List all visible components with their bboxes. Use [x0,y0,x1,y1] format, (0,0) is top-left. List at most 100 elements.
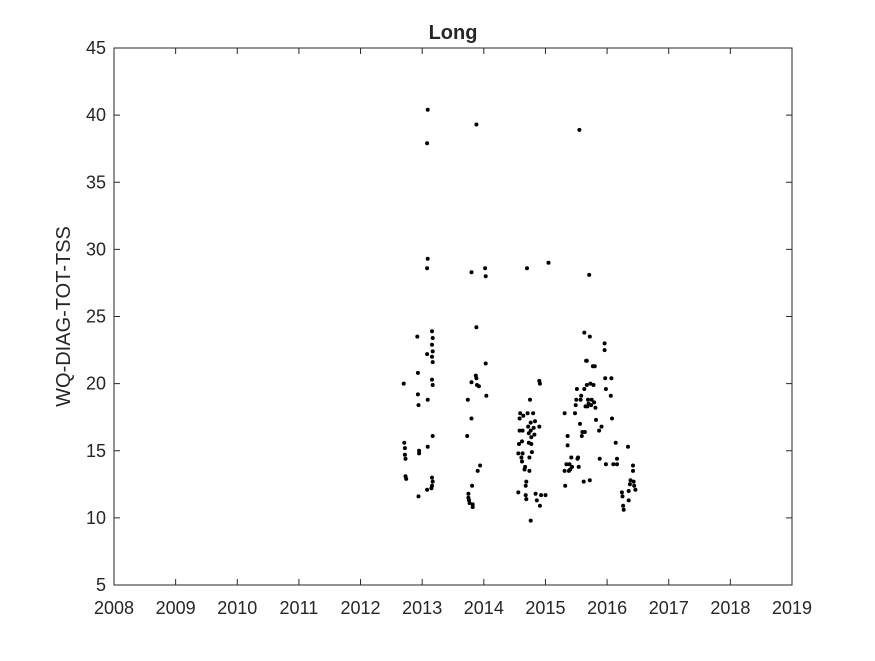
data-point [626,489,631,493]
data-point [516,451,521,456]
data-point [430,336,435,340]
data-point [524,497,529,502]
data-point [533,491,538,496]
y-tick-label: 20 [86,374,106,394]
data-point [586,397,590,402]
data-point [621,507,626,512]
data-point [567,462,572,467]
data-point [632,483,637,488]
y-tick-label: 40 [86,105,106,125]
data-point [582,387,587,391]
data-point [528,397,532,402]
data-point [430,475,434,480]
data-point [597,428,602,433]
data-point [602,341,607,346]
data-point [589,403,594,408]
data-point [474,325,479,330]
data-point [465,434,470,438]
data-point [537,503,542,508]
data-point [603,376,608,381]
data-point [466,491,471,496]
data-point [430,434,435,438]
data-point [415,334,420,339]
data-point [474,376,479,381]
data-point [537,381,542,386]
data-point [525,411,530,416]
data-point [525,266,529,271]
data-point [521,413,526,418]
y-tick-label: 25 [86,307,106,327]
data-point [430,354,434,359]
data-point [518,411,523,416]
data-point [603,462,608,467]
x-tick-label: 2008 [94,598,134,618]
x-tick-label: 2010 [217,598,257,618]
data-point [576,455,581,460]
data-point [578,397,583,402]
data-point [570,464,574,469]
data-point [573,403,578,408]
data-point [401,381,406,386]
y-tick-label: 10 [86,508,106,528]
data-point [562,411,567,416]
data-point [430,377,434,382]
data-point [528,428,533,433]
data-point [402,440,407,445]
data-point [429,486,434,491]
data-point [582,330,587,335]
data-point [465,397,470,402]
data-point [574,397,579,402]
data-point [520,439,524,444]
x-tick-label: 2012 [341,598,381,618]
data-point [528,518,533,523]
data-point [430,360,435,365]
data-point [416,494,421,499]
data-point [425,266,430,271]
plot-area [113,47,793,586]
data-point [425,444,430,449]
data-point [402,446,407,451]
data-point [469,380,474,385]
data-point [633,487,638,492]
data-point [528,420,533,425]
data-point [587,334,592,339]
data-point [587,478,592,483]
data-point [621,503,626,508]
data-point [520,428,525,433]
data-point [430,349,435,354]
data-point [581,479,586,484]
data-point [474,122,479,127]
data-point [469,416,474,421]
data-point [539,493,544,498]
data-point [526,424,531,429]
data-point [483,274,488,279]
data-point [483,266,488,271]
data-point [523,483,528,488]
data-point [475,468,480,473]
data-point [425,487,430,492]
chart-title: Long [429,22,478,44]
data-point [543,493,548,498]
data-point [584,358,589,363]
data-point [613,440,618,445]
data-point [425,352,430,357]
data-point [593,405,598,410]
data-point [631,468,635,473]
data-point [516,490,521,495]
data-point [534,498,539,503]
data-point [569,455,574,460]
data-point [527,468,532,473]
data-point [588,381,593,386]
data-point [520,459,524,464]
data-point [594,417,598,422]
x-tick-label: 2011 [280,598,319,618]
data-point [430,383,435,387]
data-point [582,430,587,434]
data-point [531,425,536,430]
data-point [425,107,430,112]
data-point [615,456,619,461]
data-point [609,376,614,381]
data-point [523,464,528,469]
data-point [537,424,542,429]
